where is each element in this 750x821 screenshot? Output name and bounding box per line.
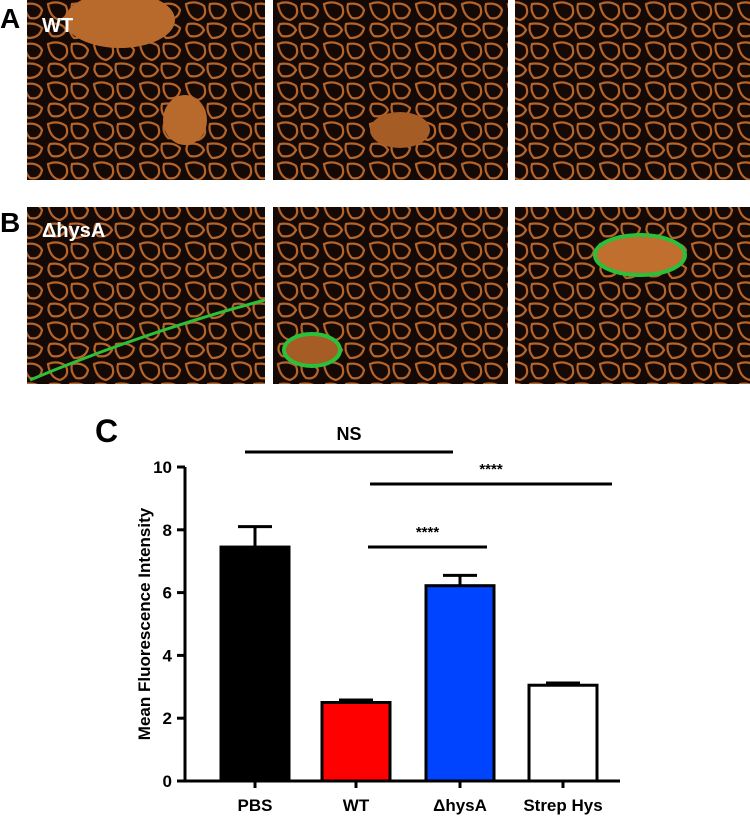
bar: [219, 545, 291, 783]
tissue-region: [370, 112, 430, 148]
image-label: ΔhysA: [42, 220, 105, 242]
green-signal: [29, 298, 266, 382]
tissue-region: [65, 0, 175, 48]
x-tick-label: ΔhysA: [433, 796, 487, 815]
panel-label: B: [0, 207, 20, 238]
bar: [527, 683, 599, 783]
bar: [320, 701, 392, 783]
x-tick-label: PBS: [238, 796, 273, 815]
image-label: WT: [42, 15, 73, 37]
significance-label: NS: [336, 424, 361, 444]
significance-label: ****: [416, 524, 440, 541]
green-signal: [593, 233, 687, 277]
tissue-region: [163, 95, 207, 145]
y-tick-label: 6: [163, 584, 172, 603]
micrograph: [273, 0, 508, 180]
micrograph: [27, 207, 265, 384]
micrographs: [27, 0, 750, 384]
significance-label: ****: [479, 461, 503, 478]
green-signal: [282, 332, 342, 368]
y-tick-label: 8: [163, 521, 172, 540]
y-tick-label: 4: [163, 646, 173, 665]
y-tick-label: 10: [153, 458, 172, 477]
y-axis-label: Mean Fluorescence Intensity: [135, 507, 154, 740]
y-tick-label: 0: [163, 772, 172, 791]
panel-label: C: [95, 413, 118, 449]
panel-label: A: [0, 3, 20, 34]
bar: [424, 584, 496, 783]
x-tick-label: Strep Hys: [523, 796, 602, 815]
x-tick-label: WT: [343, 796, 370, 815]
micrograph: [515, 0, 750, 180]
y-tick-label: 2: [163, 709, 172, 728]
